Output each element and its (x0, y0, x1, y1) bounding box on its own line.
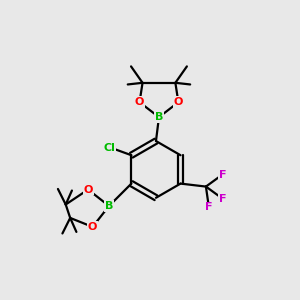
Text: O: O (174, 97, 183, 107)
Text: B: B (155, 112, 163, 122)
Text: F: F (219, 169, 226, 180)
Text: B: B (105, 201, 113, 211)
Text: O: O (135, 97, 144, 107)
Text: F: F (205, 202, 213, 212)
Text: O: O (83, 184, 93, 195)
Text: Cl: Cl (103, 143, 115, 153)
Text: O: O (88, 222, 97, 232)
Text: F: F (219, 194, 226, 203)
